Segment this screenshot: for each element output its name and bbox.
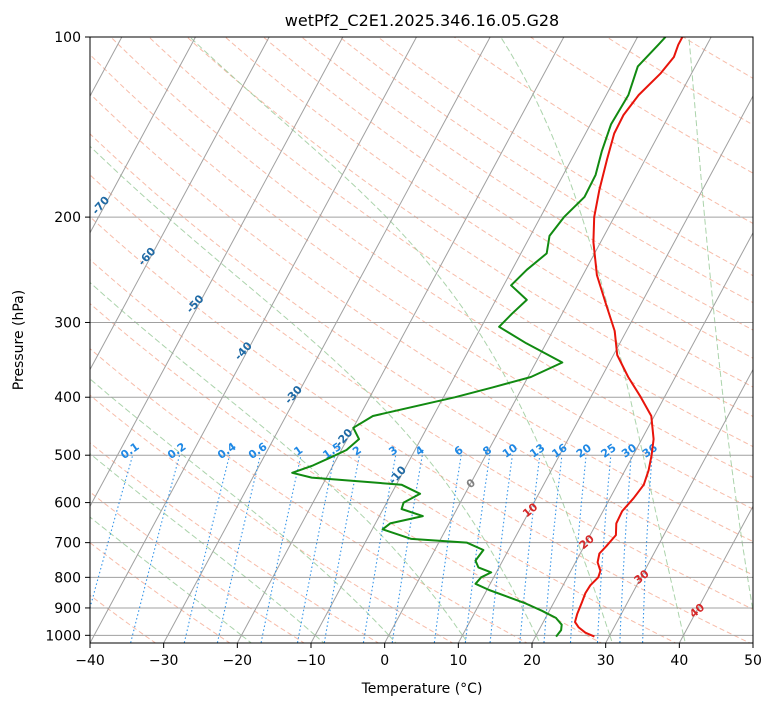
x-tick-label: −30 (149, 653, 179, 669)
x-axis-label: Temperature (°C) (361, 681, 483, 697)
y-tick-label: 400 (54, 390, 81, 406)
mixing-ratio-line (464, 455, 491, 643)
moist-adiabat (90, 453, 316, 636)
x-tick-label: −10 (296, 653, 326, 669)
x-tick-label: −40 (75, 653, 105, 669)
moist-adiabat (90, 145, 537, 636)
mixing-ratio-line (323, 455, 361, 643)
y-tick-label: 900 (54, 601, 81, 617)
isotherm-line (605, 368, 753, 643)
x-tick-label: 10 (449, 653, 467, 669)
mixing-ratio-line (183, 455, 231, 643)
isotherm-line (457, 95, 753, 643)
y-tick-label: 200 (54, 210, 81, 226)
isotherm-line (310, 37, 639, 643)
moist-adiabat (90, 378, 390, 636)
mixing-ratio-line (90, 455, 134, 611)
dry-adiabats (90, 37, 753, 643)
dry-adiabat (90, 259, 677, 643)
dry-adiabat (300, 37, 753, 331)
moist-adiabat (688, 37, 753, 615)
dry-adiabat (90, 216, 751, 643)
dry-adiabat (90, 93, 753, 543)
isotherm-line (384, 37, 712, 643)
skewed-isotherms (90, 37, 753, 643)
y-tick-label: 700 (54, 536, 81, 552)
mixing-ratio-line (391, 455, 423, 643)
dry-adiabat (90, 302, 603, 643)
x-tick-label: 0 (380, 653, 389, 669)
dry-adiabat (110, 37, 753, 478)
isobars (90, 37, 753, 636)
isotherm-line (163, 37, 491, 643)
x-tick-label: 50 (744, 653, 762, 669)
moist-adiabat-lower (241, 634, 252, 643)
y-tick-label: 800 (54, 570, 81, 586)
moist-adiabat-lower (535, 635, 541, 643)
dry-adiabat (90, 133, 753, 576)
moist-adiabat (189, 37, 611, 636)
x-tick-label: 20 (523, 653, 541, 669)
profile-series (291, 37, 684, 638)
dry-adiabat (376, 37, 753, 277)
mixing-ratio-line (216, 455, 261, 643)
moist-adiabat-lower (388, 634, 397, 643)
mixing-ratio-line (362, 455, 397, 643)
y-tick-label: 600 (54, 496, 81, 512)
isotherm-line (90, 37, 270, 371)
isotherm-line (531, 231, 753, 643)
y-tick-label: 300 (54, 315, 81, 331)
moist-adiabat (500, 37, 684, 636)
dewpoint-profile-line (291, 37, 667, 638)
temperature-profile-line (574, 37, 684, 638)
x-tick-label: 40 (670, 653, 688, 669)
dry-adiabat (529, 37, 753, 174)
dry-adiabat (262, 37, 753, 359)
isotherm-line (90, 37, 344, 508)
x-tick-label: 30 (597, 653, 615, 669)
moist-adiabat (90, 281, 463, 636)
mixing-ratio-lines (90, 455, 653, 643)
mixing-ratio-line (519, 455, 541, 643)
isotherm-line (678, 505, 753, 643)
plot-frame (89, 36, 754, 644)
moist-adiabat-lower (314, 634, 325, 643)
y-tick-label: 1000 (45, 628, 81, 644)
mixing-ratio-line (296, 455, 336, 643)
mixing-ratio-line (543, 455, 563, 643)
dry-adiabat (90, 542, 231, 643)
dry-adiabat (90, 491, 306, 643)
moist-adiabat-lower (609, 635, 613, 643)
y-tick-label: 500 (54, 448, 81, 464)
isotherm-line (90, 37, 418, 643)
mixing-ratio-line (569, 455, 587, 643)
moist-adiabat (90, 516, 242, 636)
dry-adiabat (90, 53, 753, 510)
moist-adiabat-lower (683, 635, 686, 643)
mixing-ratio-line (260, 455, 302, 643)
isotherm-line (236, 37, 565, 643)
y-axis-label: Pressure (hPa) (11, 290, 27, 390)
dry-adiabat (90, 442, 380, 643)
mixing-ratio-line (596, 455, 612, 643)
x-axis-ticks: −40 −30 −20 −10 0 10 20 30 40 50 (75, 643, 762, 669)
moist-adiabats (90, 37, 753, 643)
x-tick-label: −20 (223, 653, 253, 669)
mixing-ratio-line (130, 455, 181, 643)
moist-adiabat-lower (462, 635, 469, 643)
y-axis-ticks: 100 200 300 400 500 600 700 800 900 1000 (45, 30, 90, 644)
chart-title: wetPf2_C2E1.2025.346.16.05.G28 (285, 11, 559, 31)
mixing-ratio-line (433, 455, 462, 643)
mixing-ratio-line (489, 455, 513, 643)
mixing-ratio-line (642, 455, 653, 643)
mixing-ratio-line (619, 455, 632, 643)
y-tick-label: 100 (54, 30, 81, 46)
dry-adiabat (90, 174, 753, 610)
isotherm-line (90, 37, 197, 234)
